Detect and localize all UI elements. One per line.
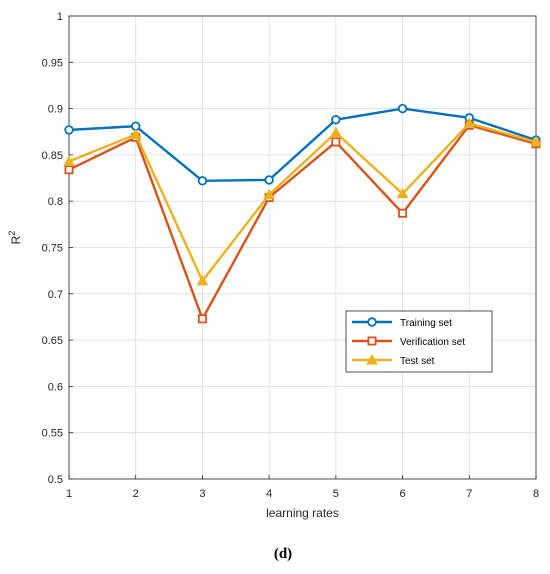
- x-tick-label: 5: [333, 488, 339, 500]
- legend-marker: [366, 353, 378, 365]
- data-point: [63, 155, 75, 166]
- y-tick-label: 0.9: [48, 104, 63, 116]
- x-axis-label: learning rates: [266, 506, 339, 520]
- y-tick-label: 0.85: [42, 150, 63, 162]
- data-point: [196, 274, 209, 286]
- y-tick-label: 0.8: [48, 196, 63, 208]
- x-tick-label: 2: [133, 488, 139, 500]
- data-point: [463, 117, 476, 128]
- series-test-set: [63, 117, 542, 286]
- series-line: [68, 107, 537, 183]
- x-tick-label: 4: [266, 488, 272, 500]
- data-point: [264, 175, 274, 185]
- x-tick-label: 7: [466, 488, 472, 500]
- data-point: [197, 176, 208, 186]
- y-axis-ticks: 0.5 0.55 0.6 0.65 0.7 0.75 0.8 0.85 0.9 0.95 1: [42, 11, 73, 486]
- legend-item: Test set: [352, 353, 435, 367]
- data-point: [129, 128, 142, 140]
- y-tick-label: 0.75: [42, 243, 63, 255]
- legend-item: Training set: [352, 317, 452, 329]
- y-tick-label: 0.95: [42, 57, 63, 69]
- y-tick-label: 1: [57, 11, 63, 23]
- data-point: [397, 103, 408, 114]
- legend-label: Test set: [400, 356, 435, 367]
- x-tick-label: 6: [400, 488, 406, 500]
- data-point: [197, 314, 207, 324]
- data-point: [396, 187, 409, 199]
- x-tick-label: 3: [199, 488, 205, 500]
- y-axis-label: R2: [7, 231, 23, 245]
- legend-label: Training set: [400, 318, 452, 329]
- data-point: [263, 188, 275, 200]
- y-axis-label-superscript: 2: [7, 231, 17, 236]
- series-line: [68, 124, 537, 321]
- y-tick-label: 0.65: [42, 335, 63, 347]
- y-tick-label: 0.7: [48, 289, 63, 301]
- data-point: [331, 115, 341, 125]
- x-axis-ticks: 1 2 3 4 5 6 7 8: [66, 475, 539, 500]
- legend-marker: [367, 317, 377, 327]
- legend-item: Verification set: [352, 336, 465, 348]
- y-tick-label: 0.5: [48, 474, 63, 486]
- series-group: [63, 103, 542, 324]
- y-tick-label: 0.55: [42, 428, 63, 440]
- data-point: [64, 125, 74, 135]
- x-tick-label: 8: [533, 488, 539, 500]
- legend-marker: [367, 336, 377, 346]
- legend-label: Verification set: [400, 337, 465, 348]
- data-point: [398, 208, 408, 218]
- data-point: [64, 165, 74, 175]
- legend: Training set Verification set Test set: [345, 310, 493, 373]
- x-tick-label: 1: [66, 488, 72, 500]
- data-point: [331, 137, 341, 147]
- series-line: [68, 122, 537, 283]
- data-point: [330, 126, 342, 138]
- figure-caption: (d): [274, 546, 292, 562]
- y-axis-label-base: R: [9, 235, 23, 244]
- y-tick-label: 0.6: [48, 381, 63, 393]
- data-point: [530, 135, 542, 147]
